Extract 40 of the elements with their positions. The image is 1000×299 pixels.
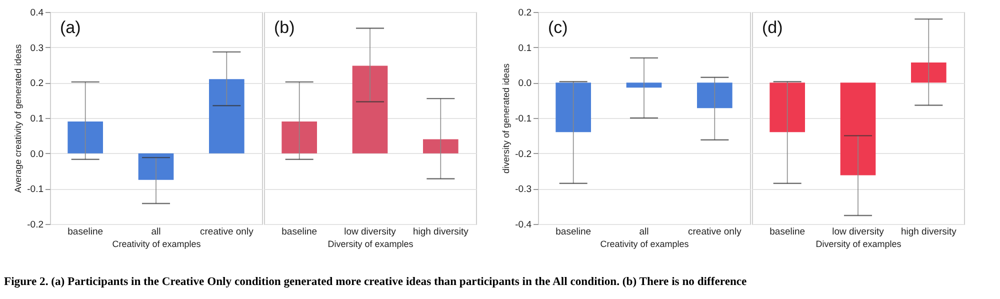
x-axis-title: Creativity of examples [112, 239, 202, 249]
x-tick-label: all [639, 226, 649, 238]
x-tick-label: all [151, 226, 161, 238]
y-tick-label: -0.1 [27, 184, 44, 196]
x-tick-label: creative only [688, 226, 742, 238]
x-tick-label: baseline [770, 226, 806, 238]
y-tick-label: 0.3 [30, 42, 44, 54]
x-tick-label: baseline [282, 226, 318, 238]
y-tick-label: 0.0 [30, 148, 44, 160]
y-tick-label: -0.2 [27, 220, 44, 230]
x-tick-label: low diversity [344, 226, 396, 238]
x-tick-label: creative only [200, 226, 254, 238]
annotation: (d) [762, 18, 783, 37]
annotation: (b) [274, 18, 295, 37]
y-tick-label: -0.2 [515, 148, 532, 160]
x-tick-label: high diversity [900, 226, 957, 238]
caption: Figure 2. (a) Participants in the Creative Only condition generated more creative ideas than participants in the All condition. (b) There is no difference [4, 275, 748, 288]
x-tick-label: low diversity [832, 226, 884, 238]
x-tick-label: baseline [556, 226, 592, 238]
y-axis-title: Average creativity of generated ideas [13, 44, 24, 193]
x-axis-title: Creativity of examples [600, 239, 690, 249]
y-tick-label: 0.4 [30, 8, 44, 18]
y-tick-label: 0.0 [518, 78, 532, 90]
x-axis-title: Diversity of examples [816, 239, 902, 249]
y-tick-label: 0.2 [30, 78, 44, 90]
x-axis-title: Diversity of examples [328, 239, 414, 249]
annotation: (a) [60, 18, 81, 37]
annotation: (c) [548, 18, 568, 37]
bar [138, 153, 174, 180]
y-tick-label: -0.4 [515, 220, 532, 230]
y-tick-label: -0.3 [515, 184, 532, 196]
y-tick-label: 0.1 [518, 42, 532, 54]
bar [68, 122, 103, 154]
y-tick-label: 0.2 [518, 8, 532, 18]
x-tick-label: high diversity [412, 226, 469, 238]
y-axis-title: diversity of generated ideas [501, 62, 512, 174]
x-tick-label: baseline [68, 226, 104, 238]
bar [209, 79, 244, 154]
y-tick-label: 0.1 [30, 114, 44, 124]
y-tick-label: -0.1 [515, 114, 532, 124]
